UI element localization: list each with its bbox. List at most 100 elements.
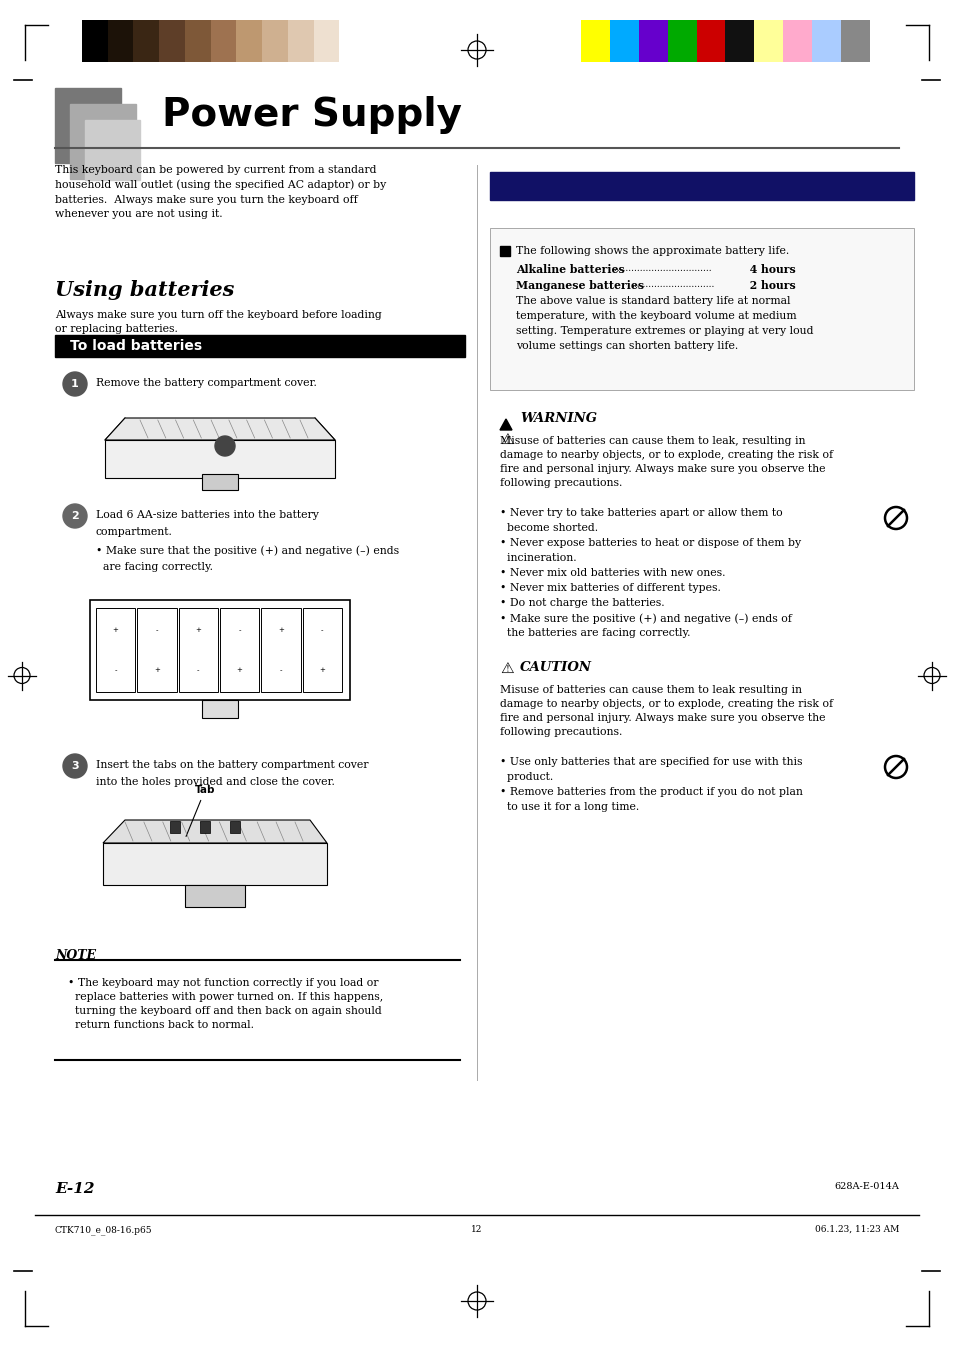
Text: 1: 1 — [71, 380, 79, 389]
Bar — [108, 20, 133, 62]
Bar — [202, 474, 237, 490]
Text: Alkaline batteries: Alkaline batteries — [516, 263, 628, 276]
Text: The following shows the approximate battery life.: The following shows the approximate batt… — [516, 246, 788, 255]
Bar — [55, 335, 464, 357]
Bar — [236, 20, 262, 62]
Bar — [262, 20, 288, 62]
Text: Misuse of batteries can cause them to leak resulting in
damage to nearby objects: Misuse of batteries can cause them to le… — [499, 685, 832, 738]
Bar — [841, 20, 869, 62]
Text: Important Battery Information: Important Battery Information — [582, 207, 821, 222]
Bar — [211, 20, 236, 62]
Text: The above value is standard battery life at normal: The above value is standard battery life… — [516, 296, 790, 305]
Circle shape — [63, 372, 87, 396]
Text: become shorted.: become shorted. — [499, 523, 598, 534]
Text: the batteries are facing correctly.: the batteries are facing correctly. — [499, 628, 690, 638]
Bar — [314, 20, 339, 62]
Text: into the holes provided and close the cover.: into the holes provided and close the co… — [96, 777, 335, 788]
Text: -: - — [197, 667, 199, 673]
Bar — [55, 88, 121, 163]
Polygon shape — [105, 417, 335, 440]
Bar — [580, 20, 609, 62]
Text: volume settings can shorten battery life.: volume settings can shorten battery life… — [516, 340, 738, 351]
Text: Remove the battery compartment cover.: Remove the battery compartment cover. — [96, 378, 316, 388]
Text: product.: product. — [499, 771, 553, 782]
Bar — [70, 104, 136, 178]
Bar — [724, 20, 754, 62]
Text: • Never try to take batteries apart or allow them to: • Never try to take batteries apart or a… — [499, 508, 781, 517]
Text: Tab: Tab — [186, 785, 215, 836]
Text: • Make sure the positive (+) and negative (–) ends of: • Make sure the positive (+) and negativ… — [499, 613, 791, 624]
Polygon shape — [103, 820, 327, 843]
Text: compartment.: compartment. — [96, 527, 172, 536]
Text: • Remove batteries from the product if you do not plan: • Remove batteries from the product if y… — [499, 788, 802, 797]
Bar — [220, 608, 259, 692]
Text: 06.1.23, 11:23 AM: 06.1.23, 11:23 AM — [814, 1225, 898, 1233]
Text: +: + — [112, 627, 118, 634]
Bar — [230, 821, 240, 834]
Bar — [499, 246, 510, 255]
Polygon shape — [103, 843, 327, 885]
Bar — [782, 20, 811, 62]
Text: ...................................: ................................... — [610, 263, 711, 273]
Text: NOTE: NOTE — [55, 948, 96, 962]
Text: ⚠: ⚠ — [499, 661, 513, 676]
Bar — [696, 20, 724, 62]
Bar — [490, 228, 913, 390]
Polygon shape — [185, 885, 245, 907]
Bar — [302, 608, 341, 692]
Bar — [185, 20, 211, 62]
Text: Insert the tabs on the battery compartment cover: Insert the tabs on the battery compartme… — [96, 761, 368, 770]
Text: Power Supply: Power Supply — [162, 96, 461, 134]
Bar — [202, 700, 237, 717]
Text: setting. Temperature extremes or playing at very loud: setting. Temperature extremes or playing… — [516, 326, 813, 336]
Text: • Do not charge the batteries.: • Do not charge the batteries. — [499, 598, 664, 608]
Bar — [490, 172, 913, 200]
Text: incineration.: incineration. — [499, 553, 576, 563]
Polygon shape — [499, 419, 512, 430]
Bar — [609, 20, 639, 62]
Text: • Use only batteries that are specified for use with this: • Use only batteries that are specified … — [499, 757, 801, 767]
Text: 2: 2 — [71, 511, 79, 521]
Bar — [85, 120, 140, 180]
Text: are facing correctly.: are facing correctly. — [96, 562, 213, 571]
Text: Misuse of batteries can cause them to leak, resulting in
damage to nearby object: Misuse of batteries can cause them to le… — [499, 436, 832, 488]
Bar — [811, 20, 841, 62]
Text: Manganese batteries: Manganese batteries — [516, 280, 647, 290]
Bar — [639, 20, 667, 62]
Bar — [178, 608, 218, 692]
Text: Always make sure you turn off the keyboard before loading
or replacing batteries: Always make sure you turn off the keyboa… — [55, 309, 381, 335]
Text: -: - — [114, 667, 117, 673]
Bar — [170, 821, 180, 834]
Circle shape — [63, 754, 87, 778]
Text: +: + — [319, 667, 325, 673]
Text: 628A-E-014A: 628A-E-014A — [833, 1182, 898, 1192]
Text: -: - — [155, 627, 158, 634]
Bar — [90, 600, 350, 700]
Bar — [339, 20, 365, 62]
Text: -: - — [238, 627, 241, 634]
Text: +: + — [236, 667, 242, 673]
Text: E-12: E-12 — [55, 1182, 94, 1196]
Bar — [288, 20, 314, 62]
Text: +: + — [195, 627, 201, 634]
Text: 4 hours: 4 hours — [745, 263, 795, 276]
Text: • Never mix batteries of different types.: • Never mix batteries of different types… — [499, 584, 720, 593]
Text: This keyboard can be powered by current from a standard
household wall outlet (u: This keyboard can be powered by current … — [55, 165, 386, 219]
Text: CTK710_e_08-16.p65: CTK710_e_08-16.p65 — [55, 1225, 152, 1235]
Text: • Never mix old batteries with new ones.: • Never mix old batteries with new ones. — [499, 567, 724, 578]
Text: 12: 12 — [471, 1225, 482, 1233]
Bar — [159, 20, 185, 62]
Text: +: + — [153, 667, 160, 673]
Bar — [261, 608, 300, 692]
Text: • The keyboard may not function correctly if you load or
  replace batteries wit: • The keyboard may not function correctl… — [68, 978, 383, 1029]
Text: ⚠: ⚠ — [499, 432, 513, 447]
Text: Using batteries: Using batteries — [55, 280, 234, 300]
Bar — [137, 608, 176, 692]
Text: To load batteries: To load batteries — [70, 339, 202, 353]
Text: temperature, with the keyboard volume at medium: temperature, with the keyboard volume at… — [516, 311, 796, 322]
Text: 3: 3 — [71, 761, 79, 771]
Polygon shape — [105, 440, 335, 478]
Text: -: - — [279, 667, 282, 673]
Text: • Make sure that the positive (+) and negative (–) ends: • Make sure that the positive (+) and ne… — [96, 544, 398, 555]
Bar — [667, 20, 696, 62]
